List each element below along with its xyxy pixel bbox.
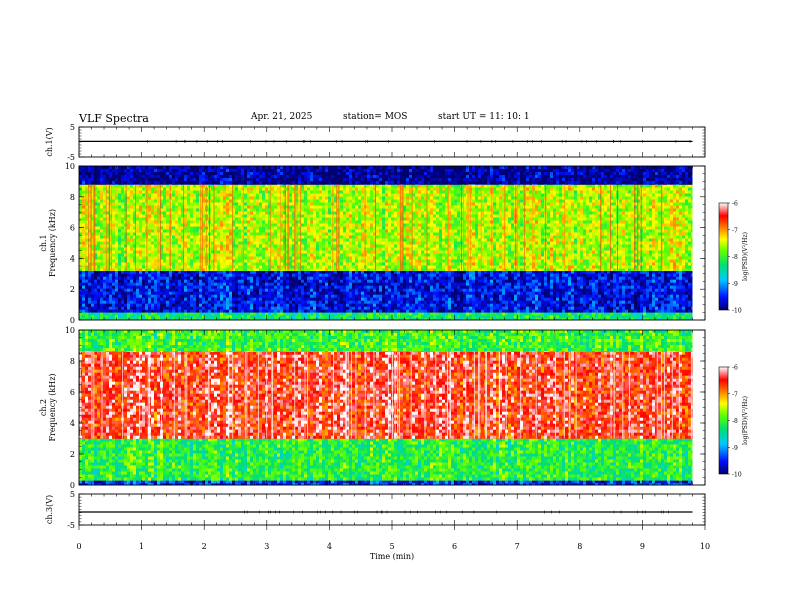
xtick-label: 9 [640,542,645,551]
ytick-label-p2: 8 [70,357,75,366]
ylabel-p3: ch.3(V) [45,495,54,524]
ylabel-p1: ch.1 [39,234,48,251]
xtick-label: 10 [700,542,710,551]
colorbar-label: log(PSD)(V²/Hz) [742,396,749,445]
ytick-label-p2: 2 [70,450,75,459]
colorbar-tick-label: -6 [732,201,738,208]
colorbar-1 [718,202,729,311]
colorbar-label: log(PSD)(V²/Hz) [742,232,749,281]
ytick-label-p0: -5 [67,153,75,162]
ytick-label-p1: 0 [70,316,75,325]
colorbar-2 [718,366,729,475]
figure-title: VLF Spectra [79,112,149,125]
date-label: Apr. 21, 2025 [251,112,312,122]
colorbar-tick-label: -10 [732,308,742,315]
ylabel-p2: Frequency (kHz) [48,373,57,441]
spectrogram-ch1 [79,166,705,321]
xtick-label: 8 [577,542,582,551]
xtick-label: 2 [202,542,207,551]
colorbar-tick-label: -9 [732,445,738,452]
colorbar-tick-label: -10 [732,472,742,479]
spectrogram-ch2 [79,330,705,486]
ytick-label-p0: 5 [70,123,75,132]
xaxis-label: Time (min) [370,552,414,561]
ytick-label-p3: 5 [70,490,75,499]
ytick-label-p2: 0 [70,481,75,490]
colorbar-tick-label: -8 [732,254,738,261]
xtick-label: 6 [452,542,457,551]
xtick-label: 1 [139,542,144,551]
ylabel-p2: ch.2 [39,399,48,416]
colorbar-tick-label: -7 [732,391,738,398]
ytick-label-p2: 6 [70,388,75,397]
xtick-label: 7 [515,542,520,551]
ytick-label-p2: 4 [70,419,75,428]
colorbar-tick-label: -6 [732,365,738,372]
colorbar-tick-label: -9 [732,281,738,288]
ytick-label-p1: 4 [70,254,75,263]
ylabel-p1: Frequency (kHz) [48,209,57,277]
xtick-label: 3 [264,542,269,551]
ylabel-p0: ch.1(V) [45,127,54,156]
ytick-label-p1: 10 [65,162,75,171]
start-ut-label: start UT = 11: 10: 1 [438,112,530,122]
ytick-label-p1: 6 [70,224,75,233]
xtick-label: 4 [327,542,332,551]
station-label: station= MOS [343,112,407,122]
ytick-label-p1: 2 [70,285,75,294]
ytick-label-p1: 8 [70,193,75,202]
ytick-label-p2: 10 [65,326,75,335]
xtick-label: 0 [76,542,81,551]
colorbar-tick-label: -8 [732,418,738,425]
ytick-label-p3: -5 [67,521,75,530]
xtick-label: 5 [389,542,394,551]
colorbar-tick-label: -7 [732,227,738,234]
